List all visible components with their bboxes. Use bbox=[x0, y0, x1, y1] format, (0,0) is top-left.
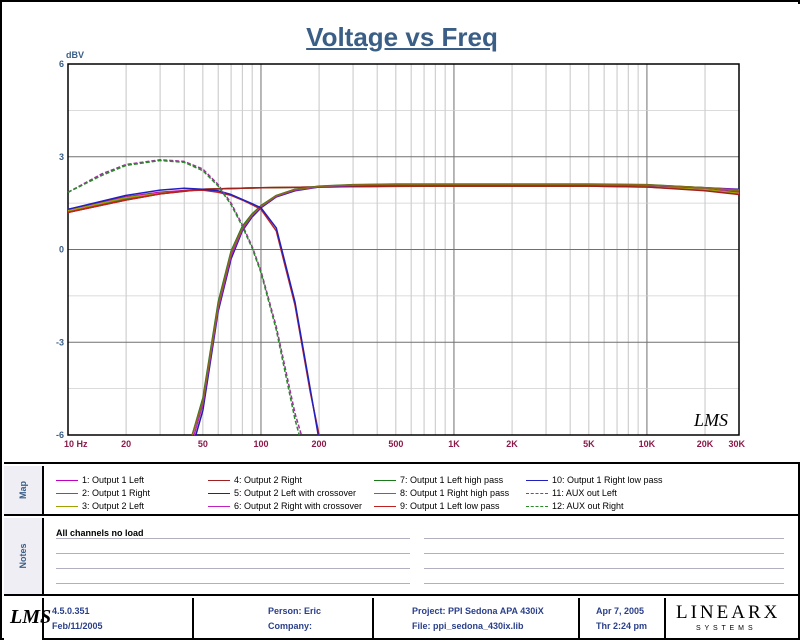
file-text: File: ppi_sedona_430ix.lib bbox=[412, 621, 524, 631]
series-line-12 bbox=[67, 159, 301, 436]
lms-logo: LMS bbox=[10, 606, 52, 628]
x-tick-label: 500 bbox=[388, 439, 403, 449]
notes-side-label: Notes bbox=[4, 518, 44, 594]
legend-item-12: 12: AUX out Right bbox=[526, 500, 624, 512]
legend-label: 4: Output 2 Right bbox=[234, 475, 303, 485]
notes-rule bbox=[56, 568, 410, 569]
legend-swatch bbox=[56, 505, 78, 507]
legend-swatch bbox=[56, 492, 78, 494]
company-text: Company: bbox=[268, 621, 313, 631]
series-line-11 bbox=[67, 159, 303, 436]
legend-label: 8: Output 1 Right high pass bbox=[400, 488, 510, 498]
map-legend-panel: Map 1: Output 1 Left 2: Output 1 Right 3: … bbox=[4, 466, 800, 516]
legend-swatch bbox=[208, 492, 230, 494]
legend-swatch bbox=[374, 505, 396, 507]
x-tick-label: 20K bbox=[697, 439, 714, 449]
footer-date-cell: Apr 7, 2005 Thr 2:24 pm bbox=[580, 598, 666, 640]
y-tick-label: 6 bbox=[59, 59, 64, 69]
version-text: 4.5.0.351 bbox=[52, 606, 90, 616]
lms-watermark: LMS bbox=[693, 410, 728, 430]
notes-panel: Notes All channels no load bbox=[4, 518, 800, 596]
legend-item-5: 5: Output 2 Left with crossover bbox=[208, 487, 356, 499]
legend-item-7: 7: Output 1 Left high pass bbox=[374, 474, 503, 486]
legend-item-10: 10: Output 1 Right low pass bbox=[526, 474, 663, 486]
x-tick-label: 2K bbox=[506, 439, 518, 449]
notes-rule bbox=[56, 538, 410, 539]
linearx-subtitle: S Y S T E M S bbox=[696, 625, 754, 632]
legend-swatch bbox=[526, 505, 548, 507]
footer-person-cell: Person: Eric Company: bbox=[194, 598, 374, 640]
legend-label: 5: Output 2 Left with crossover bbox=[234, 488, 357, 498]
legend-swatch bbox=[56, 479, 78, 481]
footer-brand-cell: LINEARX S Y S T E M S bbox=[666, 598, 800, 640]
x-tick-label: 100 bbox=[253, 439, 268, 449]
y-tick-label: 3 bbox=[59, 152, 64, 162]
legend-swatch bbox=[526, 479, 548, 481]
legend-label: 10: Output 1 Right low pass bbox=[552, 475, 663, 485]
legend-label: 7: Output 1 Left high pass bbox=[400, 475, 504, 485]
footer-version-cell: 4.5.0.351 Feb/11/2005 bbox=[44, 598, 194, 640]
y-tick-label: -6 bbox=[56, 430, 64, 440]
date-text: Apr 7, 2005 bbox=[596, 606, 645, 616]
map-label: Map bbox=[18, 481, 28, 499]
series-line-8 bbox=[191, 183, 740, 436]
legend-label: 2: Output 1 Right bbox=[82, 488, 151, 498]
plot-border bbox=[67, 63, 740, 436]
legend-swatch bbox=[374, 492, 396, 494]
y-tick-label: 0 bbox=[59, 245, 64, 255]
y-tick-label: -3 bbox=[56, 337, 64, 347]
x-tick-label: 1K bbox=[448, 439, 460, 449]
notes-rule bbox=[56, 583, 410, 584]
footer-project-cell: Project: PPI Sedona APA 430iX File: ppi_… bbox=[374, 598, 580, 640]
legend-swatch bbox=[208, 505, 230, 507]
notes-rule bbox=[424, 538, 784, 539]
legend-item-11: 11: AUX out Left bbox=[526, 487, 617, 499]
legend-swatch bbox=[526, 492, 548, 494]
x-tick-label: 200 bbox=[312, 439, 327, 449]
chart-title: Voltage vs Freq bbox=[306, 22, 498, 52]
legend-item-2: 2: Output 1 Right bbox=[56, 487, 150, 499]
legend-label: 11: AUX out Left bbox=[552, 488, 617, 498]
plot-canvas: 6 3 0 -3 -610 Hz 20 50 100 200 500 1K 2K 5K 10K 20K 30K… bbox=[56, 50, 746, 449]
notes-rule bbox=[424, 583, 784, 584]
footer-bar: LMS 4.5.0.351 Feb/11/2005 Person: Eric C… bbox=[4, 598, 800, 640]
person-text: Person: Eric bbox=[268, 606, 322, 616]
legend-item-9: 9: Output 1 Left low pass bbox=[374, 500, 500, 512]
legend-swatch bbox=[374, 479, 396, 481]
legend-item-3: 3: Output 2 Left bbox=[56, 500, 144, 512]
x-tick-label: 50 bbox=[198, 439, 208, 449]
legend-label: 6: Output 2 Right with crossover bbox=[234, 501, 363, 511]
legend-label: 3: Output 2 Left bbox=[82, 501, 145, 511]
legend-item-6: 6: Output 2 Right with crossover bbox=[208, 500, 362, 512]
legend-label: 12: AUX out Right bbox=[552, 501, 624, 511]
series-line-10 bbox=[67, 187, 319, 436]
build-date-text: Feb/11/2005 bbox=[52, 621, 103, 631]
x-tick-label: 20 bbox=[121, 439, 131, 449]
plot-area: Voltage vs Freq 6 3 0 -3 -6 10 Hz 20 50 100 200 50… bbox=[4, 4, 800, 464]
legend: 1: Output 1 Left 2: Output 1 Right 3: Outp… bbox=[48, 471, 800, 513]
y-axis-unit-label: dBV bbox=[66, 50, 84, 60]
legend-item-1: 1: Output 1 Left bbox=[56, 474, 144, 486]
map-side-label: Map bbox=[4, 466, 44, 514]
linearx-logo: LINEARX bbox=[676, 602, 781, 623]
notes-text: All channels no load bbox=[56, 528, 144, 538]
project-text: Project: PPI Sedona APA 430iX bbox=[412, 606, 544, 616]
legend-label: 9: Output 1 Left low pass bbox=[400, 501, 500, 511]
notes-label: Notes bbox=[18, 543, 28, 569]
legend-label: 1: Output 1 Left bbox=[82, 475, 145, 485]
time-text: Thr 2:24 pm bbox=[596, 621, 648, 631]
legend-item-8: 8: Output 1 Right high pass bbox=[374, 487, 509, 499]
x-tick-label: 5K bbox=[583, 439, 595, 449]
x-tick-label: 30K bbox=[728, 439, 745, 449]
notes-rule bbox=[424, 553, 784, 554]
notes-body: All channels no load bbox=[48, 518, 800, 594]
legend-swatch bbox=[208, 479, 230, 481]
notes-rule bbox=[56, 553, 410, 554]
legend-item-4: 4: Output 2 Right bbox=[208, 474, 302, 486]
notes-rule bbox=[424, 568, 784, 569]
x-tick-label: 10 Hz bbox=[64, 439, 88, 449]
footer-logo-cell: LMS bbox=[4, 598, 51, 640]
x-tick-label: 10K bbox=[639, 439, 656, 449]
